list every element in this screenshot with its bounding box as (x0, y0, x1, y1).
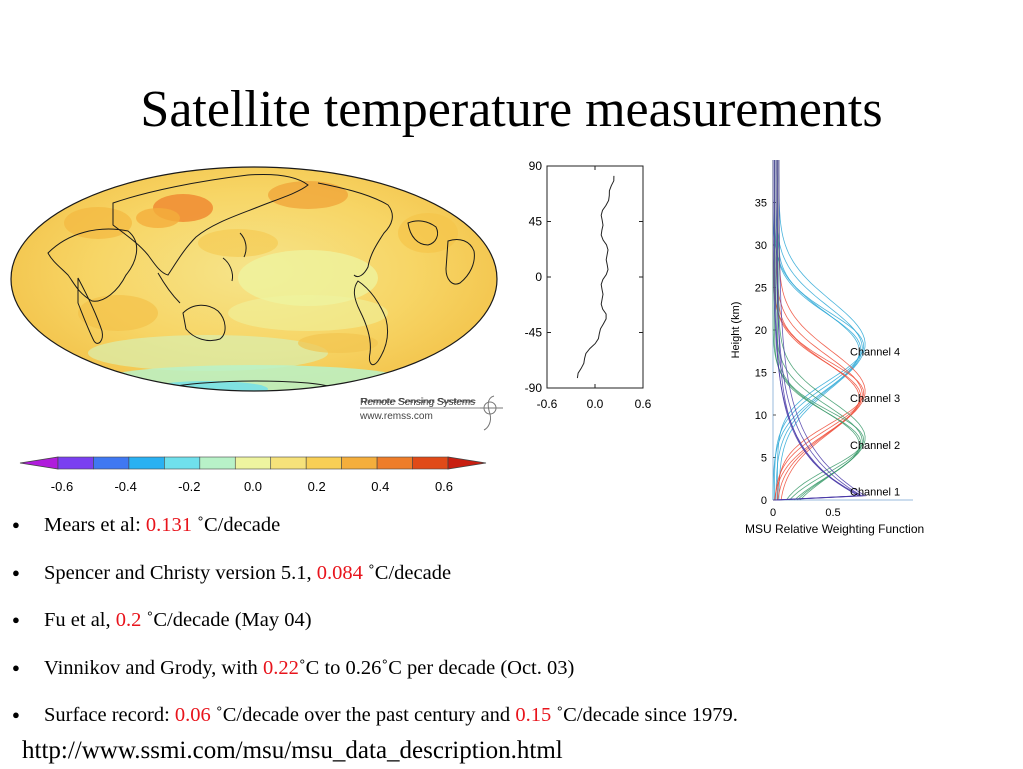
profile-y-tick: 45 (529, 215, 543, 229)
weighting-function-chart: 0 5 10 15 20 25 30 35 0 0.5 Height (km) MSU Relativ… (730, 160, 924, 536)
colorbar-tick-label: 0.2 (308, 479, 326, 494)
bullet-text-post: ˚C/decade (192, 514, 281, 536)
weighting-curve (778, 160, 866, 501)
bullet-mears: ● Mears et al: 0.131 ˚C/decade (12, 505, 738, 553)
channel-label: Channel 1 (850, 487, 900, 499)
weighting-curve (776, 160, 864, 501)
weighting-y-tick: 35 (755, 198, 767, 210)
colorbar-tick-label: -0.2 (178, 479, 200, 494)
trend-value: 0.084 (316, 561, 363, 584)
bullet-dot: ● (12, 659, 20, 675)
weighting-curve (778, 160, 866, 501)
colorbar-tick-label: 0.4 (371, 479, 389, 494)
credit-line-1-text: Remote Sensing Systems (360, 397, 475, 408)
channel-label: Channel 3 (850, 393, 900, 405)
profile-axes-box (546, 165, 644, 389)
profile-trend-line (576, 175, 615, 379)
weighting-y-tick: 30 (755, 240, 767, 252)
bullet-list: ● Mears et al: 0.131 ˚C/decade ● Spencer a… (12, 505, 738, 743)
colorbar-swatch (128, 456, 165, 470)
weighting-curve (772, 160, 860, 501)
weighting-y-tick: 0 (761, 495, 767, 507)
bullet-spencer-christy: ● Spencer and Christy version 5.1, 0.084 … (12, 553, 738, 601)
weighting-y-tick: 5 (761, 453, 767, 465)
colorbar-tick-label: 0.0 (244, 479, 262, 494)
bullet-text-pre: Vinnikov and Grody, with (44, 656, 263, 679)
weighting-y-tick: 10 (755, 410, 767, 422)
colorbar-swatch (412, 456, 449, 470)
bullet-surface-record: ● Surface record: 0.06 ˚C/decade over the… (12, 695, 738, 743)
weighting-y-tick: 15 (755, 368, 767, 380)
bullet-text-post: ˚C/decade (362, 561, 452, 584)
colorbar-swatch (199, 456, 236, 470)
colorbar-tick-label: -0.4 (114, 479, 136, 494)
remss-credit-block: Remote Sensing Systems www.remss.com (359, 395, 503, 431)
bullet-dot: ● (12, 707, 20, 722)
slide-title: Satellite temperature measurements (140, 81, 883, 138)
colorbar: -0.6 -0.4 -0.2 0.0 0.2 0.4 0.6 (19, 456, 487, 494)
weighting-y-tick: 25 (755, 283, 767, 295)
bullet-text-post: ˚C/decade (May 04) (141, 609, 312, 631)
colorbar-arrow-left (19, 456, 59, 470)
profile-x-tick: 0.6 (635, 397, 652, 411)
bullet-text-post-2: ˚C/decade since 1979. (551, 704, 738, 726)
channel-label: Channel 4 (850, 346, 900, 358)
latitude-profile-chart: 90 45 0 -45 -90 -0.6 0.0 0.6 (525, 159, 652, 411)
profile-y-tick: -45 (525, 326, 543, 340)
weighting-x-tick: 0.5 (825, 507, 840, 519)
weighting-title: MSU Relative Weighting Function (745, 522, 924, 536)
trend-value: 0.22 (262, 656, 299, 679)
channel-label: Channel 2 (850, 440, 900, 452)
weighting-y-tick: 20 (755, 325, 767, 337)
weighting-y-label: Height (km) (730, 302, 742, 359)
profile-x-tick: 0.0 (587, 397, 604, 411)
bullet-fu: ● Fu et al, 0.2 ˚C/decade (May 04) (12, 600, 738, 648)
trend-value: 0.2 (115, 609, 142, 631)
source-url[interactable]: http://www.ssmi.com/msu/msu_data_descrip… (22, 737, 563, 764)
profile-x-tick: -0.6 (537, 397, 558, 411)
trend-value: 0.06 (174, 704, 211, 726)
colorbar-swatch (376, 456, 413, 470)
weighting-curve (774, 160, 861, 501)
colorbar-swatch (93, 456, 130, 470)
weighting-curve (778, 160, 867, 501)
remss-credit: Remote Sensing Systems (361, 397, 476, 403)
bullet-text-pre: Mears et al: (44, 514, 146, 536)
colorbar-tick-label: 0.6 (435, 479, 453, 494)
colorbar-swatch (57, 456, 94, 470)
trend-value: 0.131 (145, 514, 193, 536)
colorbar-swatch (164, 456, 201, 470)
colorbar-swatch (270, 456, 307, 470)
weighting-x-tick: 0 (770, 507, 776, 519)
bullet-text-post: ˚C/decade over the past century and (210, 704, 516, 726)
colorbar-tick-label: -0.6 (51, 479, 73, 494)
colorbar-swatch (234, 456, 272, 470)
bullet-text-pre: Fu et al, (44, 609, 116, 631)
bullet-dot: ● (12, 517, 20, 532)
bullet-dot: ● (12, 564, 20, 580)
globe-trend-map: Remote Sensing Systems (10, 166, 498, 403)
remss-logo-icon (480, 395, 503, 431)
credit-line-2-text: www.remss.com (359, 411, 433, 422)
bullet-vinnikov-grody: ● Vinnikov and Grody, with 0.22˚C to 0.26… (12, 648, 738, 696)
trend-value-2: 0.15 (515, 704, 552, 726)
bullet-text-pre: Spencer and Christy version 5.1, (44, 561, 317, 584)
profile-y-tick: 0 (535, 270, 542, 284)
credit-line-1: Remote Sensing Systems (361, 397, 476, 403)
profile-y-tick: 90 (529, 159, 543, 173)
bullet-text-pre: Surface record: (44, 704, 175, 726)
profile-y-tick: -90 (525, 381, 543, 395)
colorbar-swatch (305, 456, 342, 470)
colorbar-arrow-right (447, 456, 487, 470)
colorbar-swatch (341, 456, 378, 470)
bullet-dot: ● (12, 612, 20, 627)
bullet-text-post: ˚C to 0.26˚C per decade (Oct. 03) (298, 656, 575, 679)
